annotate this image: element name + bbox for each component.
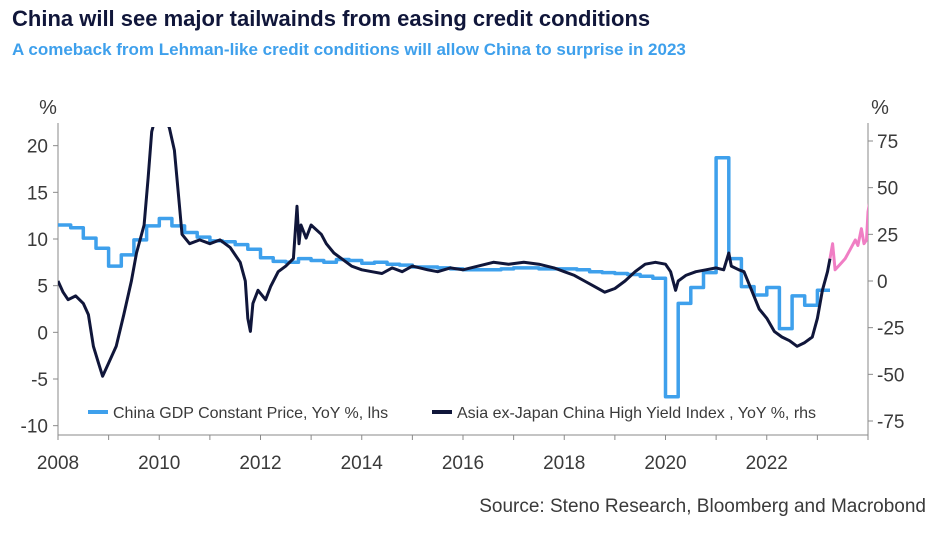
series-group	[58, 127, 868, 399]
x-tick-label: 2008	[37, 453, 79, 474]
right-tick-label: 75	[877, 132, 898, 153]
left-tick-label: 10	[27, 230, 48, 251]
right-tick-label: 0	[877, 272, 888, 293]
right-tick-label: -75	[877, 412, 904, 433]
x-tick-label: 2016	[442, 453, 484, 474]
right-tick-label: -25	[877, 319, 904, 340]
left-tick-label: 5	[37, 277, 48, 298]
legend-label-hy: Asia ex-Japan China High Yield Index , Y…	[457, 405, 816, 422]
right-axis-unit: %	[871, 97, 889, 119]
chart-title: China will see major tailwainds from eas…	[12, 6, 651, 31]
left-tick-label: 15	[27, 183, 48, 204]
x-tick-label: 2012	[239, 453, 281, 474]
series-line-high-yield-recent	[828, 202, 868, 272]
x-tick-label: 2010	[138, 453, 180, 474]
series-line-gdp	[58, 156, 830, 399]
series-line-high-yield	[58, 127, 832, 378]
left-tick-label: 0	[37, 323, 48, 344]
x-tick-label: 2014	[341, 453, 384, 474]
source-note: Source: Steno Research, Bloomberg and Ma…	[479, 496, 926, 517]
chart-subtitle: A comeback from Lehman-like credit condi…	[12, 40, 686, 59]
right-tick-label: 50	[877, 179, 898, 200]
right-tick-label: 25	[877, 225, 898, 246]
legend: China GDP Constant Price, YoY %, lhs Asi…	[88, 405, 816, 422]
legend-label-gdp: China GDP Constant Price, YoY %, lhs	[113, 405, 388, 422]
right-tick-label: -50	[877, 365, 904, 386]
left-tick-label: -10	[21, 417, 48, 438]
left-tick-label: 20	[27, 137, 48, 158]
left-tick-label: -5	[31, 370, 48, 391]
x-tick-label: 2020	[644, 453, 686, 474]
x-tick-label: 2018	[543, 453, 585, 474]
left-axis-unit: %	[39, 97, 57, 119]
x-tick-label: 2022	[746, 453, 788, 474]
